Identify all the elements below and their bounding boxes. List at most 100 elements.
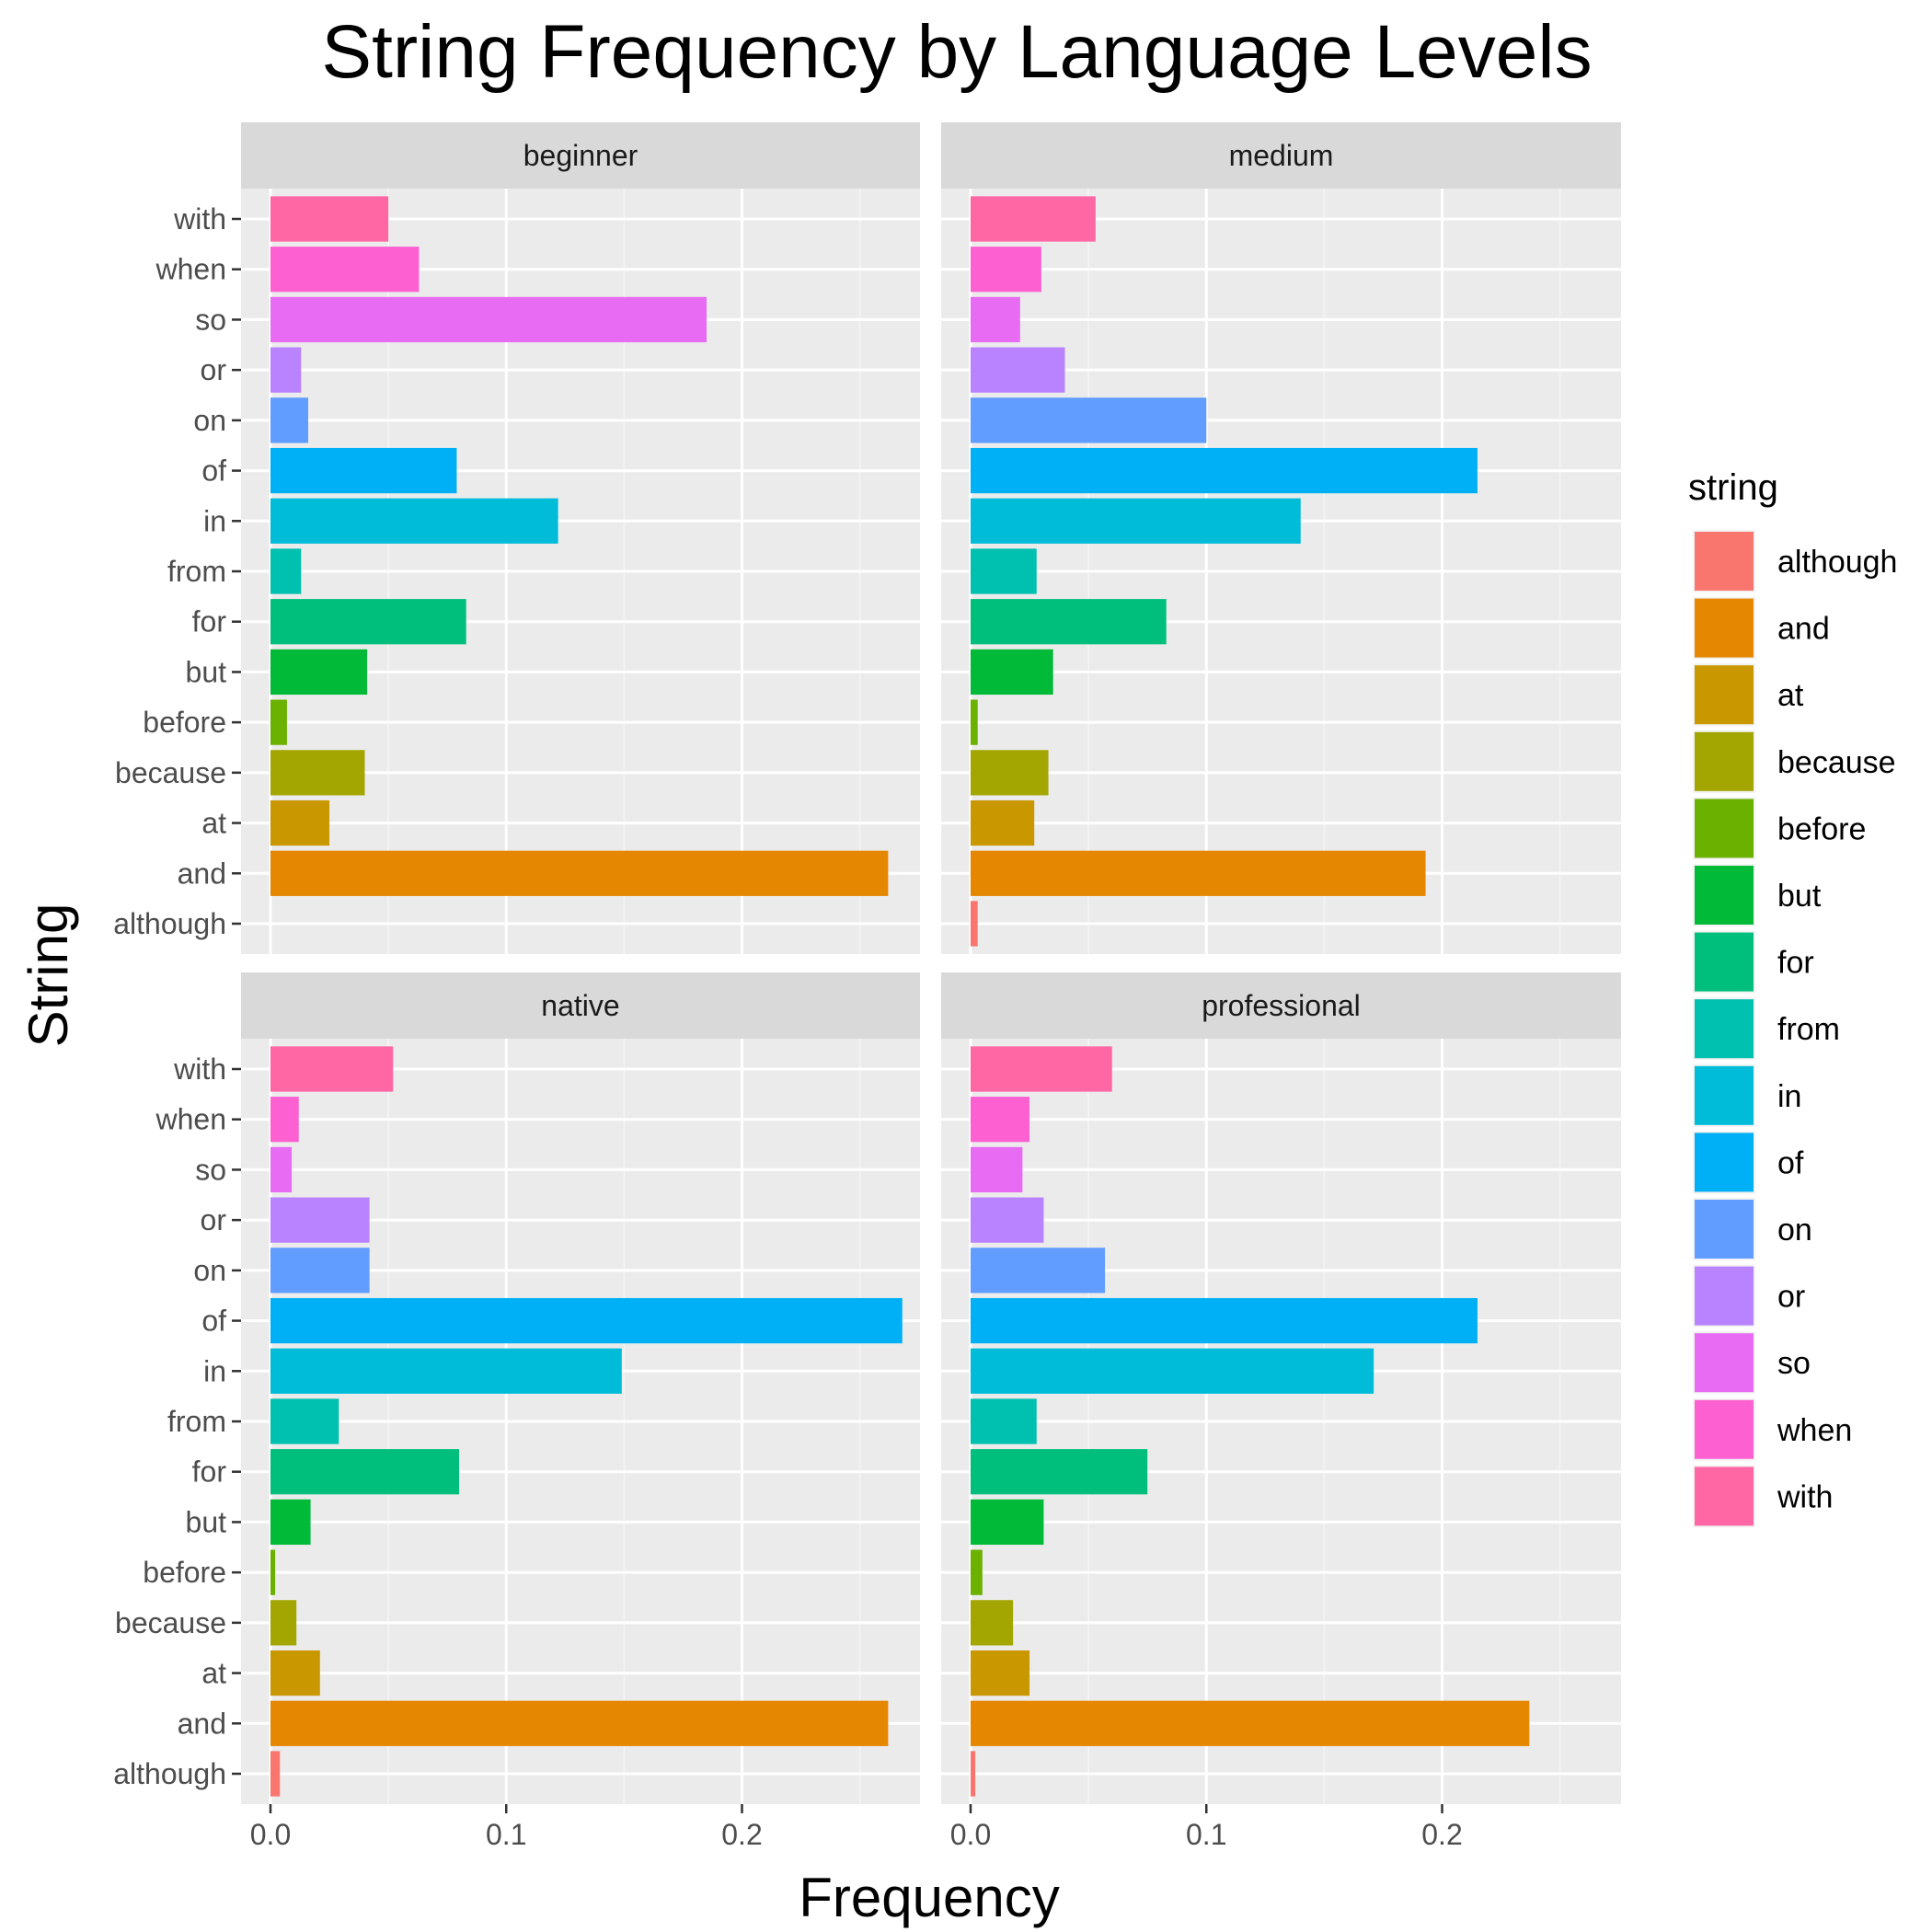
y-tick-label: because (115, 1606, 226, 1639)
bar-medium-when (971, 247, 1041, 293)
bar-professional-because (971, 1600, 1014, 1646)
y-axis-title: String (17, 903, 79, 1048)
legend-label-but: but (1777, 879, 1822, 914)
y-tick-label: at (201, 807, 226, 840)
legend-swatch-but (1695, 866, 1754, 925)
y-tick-label: with (173, 202, 226, 236)
bar-medium-because (971, 750, 1049, 796)
legend-swatch-and (1695, 598, 1754, 658)
bar-medium-with (971, 196, 1096, 242)
legend-swatch-at (1695, 665, 1754, 725)
legend-label-for: for (1777, 946, 1814, 981)
legend-label-because: because (1777, 745, 1896, 780)
legend-label-although: although (1777, 545, 1897, 580)
bar-medium-but (971, 649, 1053, 696)
y-tick-label: at (201, 1657, 226, 1690)
bar-beginner-so (270, 296, 707, 343)
bar-professional-although (971, 1751, 976, 1797)
y-tick-label: and (178, 1707, 226, 1740)
chart-title: String Frequency by Language Levels (321, 10, 1592, 94)
bar-beginner-in (270, 498, 558, 544)
bar-professional-in (971, 1348, 1374, 1394)
legend-label-on: on (1777, 1213, 1812, 1248)
bar-professional-at (971, 1650, 1030, 1696)
bar-beginner-because (270, 750, 365, 796)
x-tick-label: 0.2 (1421, 1818, 1462, 1851)
y-tick-label: but (186, 1505, 227, 1538)
bar-beginner-of (270, 447, 457, 494)
y-tick-label: so (195, 1153, 226, 1186)
legend-swatch-from (1695, 999, 1754, 1059)
bar-beginner-and (270, 850, 889, 896)
bar-native-and (270, 1700, 889, 1746)
panels-layer: beginner although and at because before but for… (113, 122, 1621, 1851)
legend-swatch-of (1695, 1133, 1754, 1192)
legend-swatch-so (1695, 1333, 1754, 1393)
y-tick-label: so (195, 303, 226, 336)
bar-beginner-but (270, 649, 368, 696)
facet-panel-native: native although and at because before but for fr… (113, 972, 920, 1851)
y-tick-label: when (155, 1103, 227, 1136)
legend-label-before: before (1777, 811, 1866, 846)
bar-professional-of (971, 1297, 1478, 1344)
bar-beginner-on (270, 397, 309, 443)
y-tick-label: with (173, 1052, 226, 1086)
bar-medium-and (971, 850, 1426, 896)
bar-medium-before (971, 699, 978, 745)
legend-title: string (1688, 467, 1778, 508)
legend: string although and at because before but for fr… (1688, 467, 1897, 1528)
x-tick-label: 0.0 (250, 1818, 291, 1851)
y-tick-label: or (201, 1203, 227, 1236)
bar-native-but (270, 1499, 311, 1546)
y-tick-label: before (143, 706, 226, 739)
y-tick-label: when (155, 253, 227, 286)
facet-panel-medium: medium (941, 122, 1621, 954)
facet-strip-label: native (541, 989, 619, 1022)
legend-label-and: and (1777, 612, 1830, 647)
bar-native-so (270, 1146, 293, 1193)
legend-label-from: from (1777, 1012, 1840, 1047)
bar-native-of (270, 1297, 903, 1344)
bar-medium-of (971, 447, 1478, 494)
bar-native-for (270, 1449, 460, 1495)
bar-professional-so (971, 1146, 1023, 1193)
y-tick-label: or (201, 353, 227, 386)
bar-professional-or (971, 1197, 1044, 1243)
legend-swatch-with (1695, 1466, 1754, 1526)
x-tick-label: 0.0 (950, 1818, 991, 1851)
bar-beginner-before (270, 699, 287, 745)
legend-label-in: in (1777, 1079, 1801, 1114)
x-tick-label: 0.2 (721, 1818, 762, 1851)
bar-native-with (270, 1046, 394, 1092)
facet-strip-label: beginner (523, 139, 638, 172)
y-tick-label: before (143, 1556, 226, 1589)
bar-beginner-for (270, 599, 466, 645)
facet-strip (941, 122, 1621, 189)
y-tick-label: from (167, 1405, 226, 1438)
y-tick-label: for (192, 1455, 227, 1489)
bar-medium-from (971, 548, 1037, 594)
y-tick-label: because (115, 756, 226, 789)
facet-strip (941, 972, 1621, 1039)
x-tick-label: 0.1 (486, 1818, 526, 1851)
bar-medium-for (971, 599, 1167, 645)
legend-label-with: with (1777, 1479, 1833, 1514)
x-axis-title: Frequency (799, 1867, 1059, 1928)
bar-native-or (270, 1197, 370, 1243)
y-tick-label: from (167, 555, 226, 588)
y-tick-label: of (201, 454, 226, 488)
bar-beginner-with (270, 196, 389, 242)
legend-swatch-before (1695, 799, 1754, 858)
bar-professional-but (971, 1499, 1044, 1546)
bar-native-on (270, 1248, 370, 1294)
bar-professional-from (971, 1398, 1037, 1444)
bar-professional-and (971, 1700, 1530, 1746)
bar-professional-when (971, 1097, 1030, 1143)
y-tick-label: in (203, 1354, 226, 1387)
y-tick-label: of (201, 1305, 226, 1338)
legend-label-or: or (1777, 1280, 1805, 1315)
bar-native-before (270, 1549, 276, 1595)
bar-native-at (270, 1650, 320, 1696)
bar-native-in (270, 1348, 622, 1394)
